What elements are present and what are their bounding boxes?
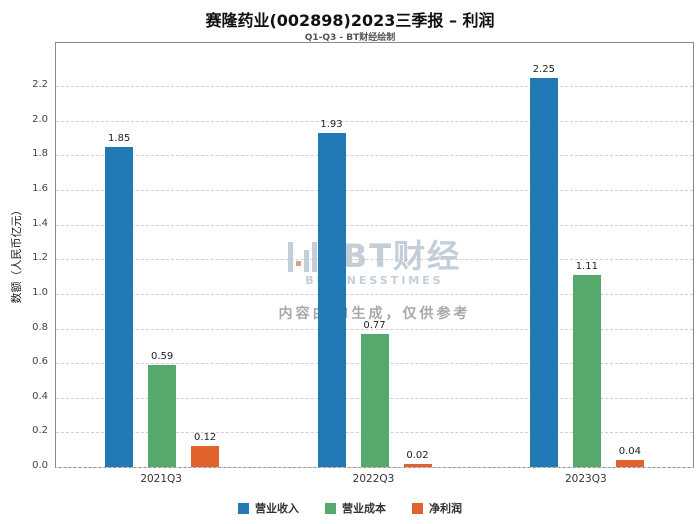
- bar-营业收入-2023Q3: [529, 77, 558, 467]
- y-tick-label: 2.0: [32, 113, 48, 125]
- y-tick-label: 2.2: [32, 79, 48, 91]
- bar-value-label: 0.77: [363, 319, 386, 331]
- y-tick-label: 0.6: [32, 356, 48, 368]
- y-tick-label: 0.4: [32, 390, 48, 402]
- watermark-logo-text: BT财经: [342, 237, 462, 275]
- bar-value-label: 1.11: [575, 260, 598, 272]
- bar-value-label: 0.59: [151, 350, 174, 362]
- y-tick-label: 1.8: [32, 148, 48, 160]
- gridline: [56, 190, 693, 192]
- bar-value-label: 0.12: [194, 432, 217, 444]
- bar-value-label: 0.02: [406, 449, 429, 461]
- x-tick-label: 2023Q3: [564, 473, 607, 485]
- bar-营业成本-2022Q3: [360, 333, 389, 467]
- bar-value-label: 1.93: [320, 119, 343, 130]
- chart-subtitle: Q1-Q3 - BT财经绘制: [304, 33, 396, 43]
- y-tick-label: 1.0: [32, 286, 48, 298]
- x-tick-label: 2022Q3: [352, 473, 395, 485]
- gridline: [56, 155, 693, 157]
- legend-swatch: [238, 502, 249, 514]
- y-tick-label: 0.8: [32, 321, 48, 333]
- chart-title: 赛隆药业(002898)2023三季报 – 利润: [205, 11, 495, 30]
- gridline: [56, 328, 693, 330]
- legend-item-营业收入: 营业收入: [238, 500, 299, 516]
- bar-value-label: 0.04: [618, 446, 641, 458]
- bar-营业收入-2021Q3: [105, 146, 134, 467]
- gridline: [56, 293, 693, 295]
- legend-swatch: [412, 502, 423, 514]
- gridline: [56, 467, 693, 468]
- gridline: [56, 86, 693, 88]
- legend-label: 净利润: [429, 502, 462, 515]
- legend-label: 营业成本: [342, 502, 386, 515]
- bar-value-label: 1.85: [108, 132, 131, 144]
- legend-item-净利润: 净利润: [412, 500, 462, 516]
- bar-value-label: 2.25: [532, 63, 555, 75]
- y-tick-label: 1.2: [32, 252, 48, 264]
- y-tick-label: 1.4: [32, 217, 48, 229]
- y-tick-label: 1.6: [32, 183, 48, 195]
- gridline: [56, 259, 693, 261]
- bar-净利润-2023Q3: [615, 460, 644, 467]
- bar-营业成本-2023Q3: [572, 274, 601, 467]
- plot-area: BT财经 BUSINESSTIMES 内容由AI生成，仅供参考 1.85 0.59…: [55, 42, 694, 468]
- legend: 营业收入 营业成本 净利润: [0, 500, 700, 516]
- legend-swatch: [325, 502, 336, 514]
- legend-label: 营业收入: [255, 502, 299, 515]
- bar-净利润-2022Q3: [403, 463, 432, 467]
- gridline: [56, 224, 693, 226]
- x-tick-label: 2021Q3: [140, 473, 182, 485]
- y-tick-label: 0.2: [32, 425, 48, 437]
- legend-item-营业成本: 营业成本: [325, 500, 386, 516]
- y-tick-label: 0.0: [32, 460, 48, 471]
- gridline: [56, 120, 693, 122]
- bar-营业收入-2022Q3: [317, 133, 346, 467]
- bar-净利润-2021Q3: [191, 446, 220, 467]
- bar-营业成本-2021Q3: [148, 364, 177, 467]
